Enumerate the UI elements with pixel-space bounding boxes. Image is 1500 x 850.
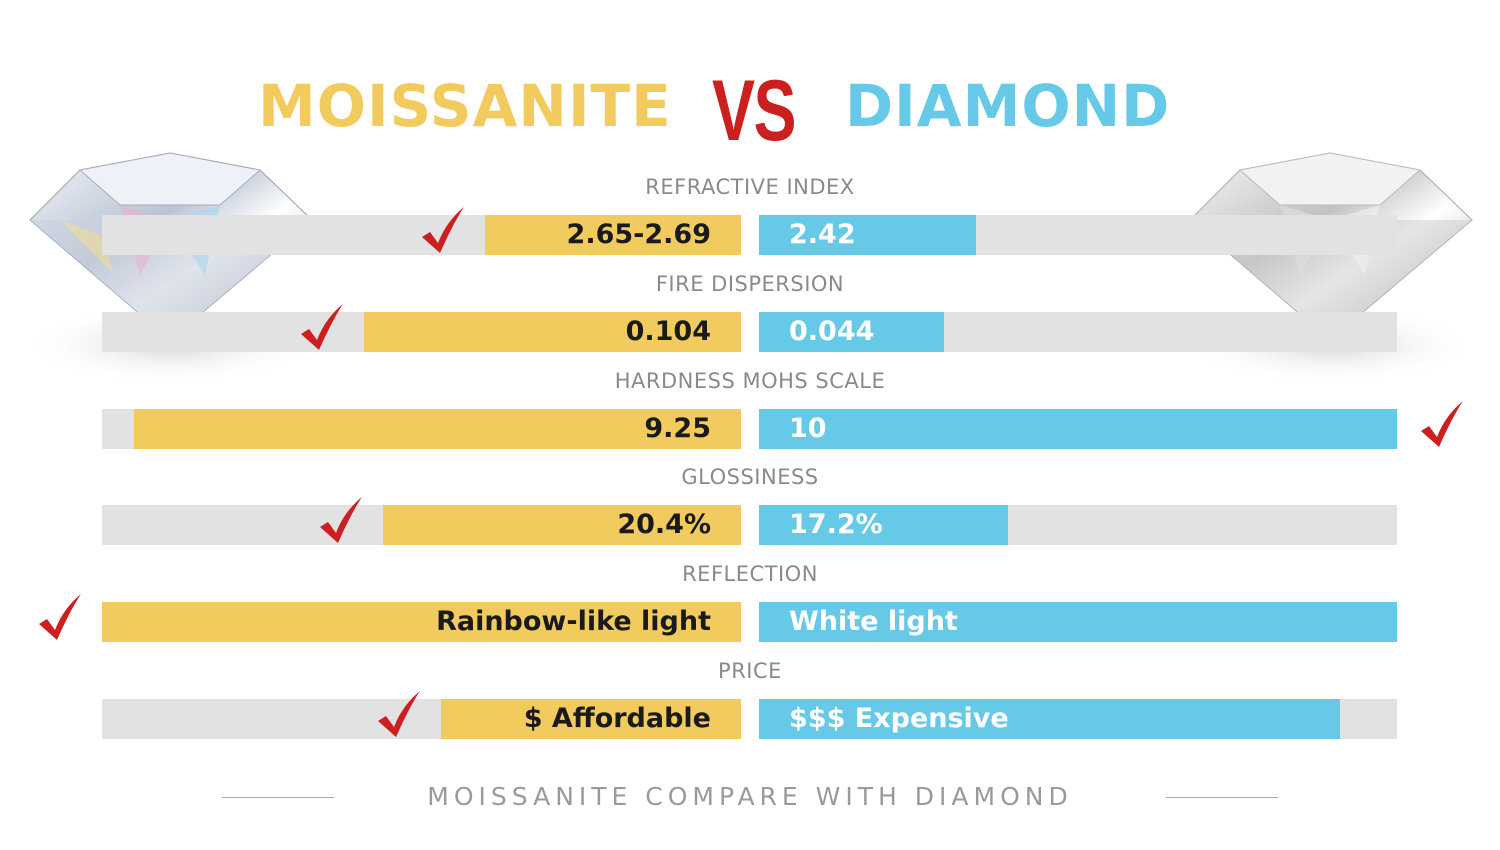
moissanite-bar: 0.104 xyxy=(364,311,741,352)
moissanite-track: 9.25 xyxy=(102,408,741,449)
moissanite-bar: $ Affordable xyxy=(440,699,741,739)
diamond-bar: 10 xyxy=(759,408,1397,449)
checkmark-icon xyxy=(318,497,364,545)
diamond-bar: 2.42 xyxy=(759,215,976,255)
moissanite-bar: Rainbow-like light xyxy=(102,602,741,643)
moissanite-bar: 9.25 xyxy=(133,408,741,449)
diamond-value: 10 xyxy=(789,412,827,444)
moissanite-track: Rainbow-like light xyxy=(102,602,741,643)
diamond-value: $$$ Expensive xyxy=(789,703,1009,734)
moissanite-bar: 2.65-2.69 xyxy=(485,215,741,255)
moissanite-track: $ Affordable xyxy=(102,699,741,739)
moissanite-value: 20.4% xyxy=(617,509,711,541)
row-label: HARDNESS MOHS SCALE xyxy=(614,368,886,393)
checkmark-icon xyxy=(376,691,422,739)
moissanite-value: 2.65-2.69 xyxy=(566,219,711,250)
row-label: REFLECTION xyxy=(682,562,818,587)
checkmark-icon xyxy=(420,207,466,255)
moissanite-value: Rainbow-like light xyxy=(436,606,711,638)
moissanite-track: 20.4% xyxy=(102,505,741,546)
moissanite-value: 0.104 xyxy=(625,315,711,347)
diamond-track: 0.044 xyxy=(759,311,1397,352)
checkmark-icon xyxy=(37,594,83,642)
diamond-bar: 0.044 xyxy=(759,311,945,352)
moissanite-value: 9.25 xyxy=(644,412,711,444)
diamond-track: $$$ Expensive xyxy=(759,699,1397,739)
row-label: PRICE xyxy=(718,659,782,683)
diamond-track: 10 xyxy=(759,408,1397,449)
diamond-bar: $$$ Expensive xyxy=(759,699,1340,739)
diamond-track: 17.2% xyxy=(759,505,1397,546)
checkmark-icon xyxy=(299,303,345,352)
diamond-value: 17.2% xyxy=(789,509,883,541)
diamond-track: 2.42 xyxy=(759,215,1397,255)
moissanite-track: 2.65-2.69 xyxy=(102,215,741,255)
checkmark-icon xyxy=(1419,400,1465,449)
footer-divider-right xyxy=(1166,797,1278,798)
diamond-value: White light xyxy=(789,606,958,638)
row-label: REFRACTIVE INDEX xyxy=(645,175,855,199)
diamond-title: DIAMOND xyxy=(845,72,1171,140)
footer-divider-left xyxy=(222,797,334,798)
diamond-bar: White light xyxy=(759,602,1397,643)
moissanite-track: 0.104 xyxy=(102,311,741,352)
footer-caption: MOISSANITE COMPARE WITH DIAMOND xyxy=(427,782,1073,811)
diamond-value: 0.044 xyxy=(789,315,875,347)
diamond-bar: 17.2% xyxy=(759,505,1008,546)
moissanite-bar: 20.4% xyxy=(383,505,741,546)
row-label: GLOSSINESS xyxy=(681,465,819,490)
moissanite-title: MOISSANITE xyxy=(258,72,672,140)
moissanite-value: $ Affordable xyxy=(523,703,711,734)
diamond-track: White light xyxy=(759,602,1397,643)
diamond-value: 2.42 xyxy=(789,219,856,250)
vs-label: VS xyxy=(712,63,797,159)
row-label: FIRE DISPERSION xyxy=(655,271,845,296)
